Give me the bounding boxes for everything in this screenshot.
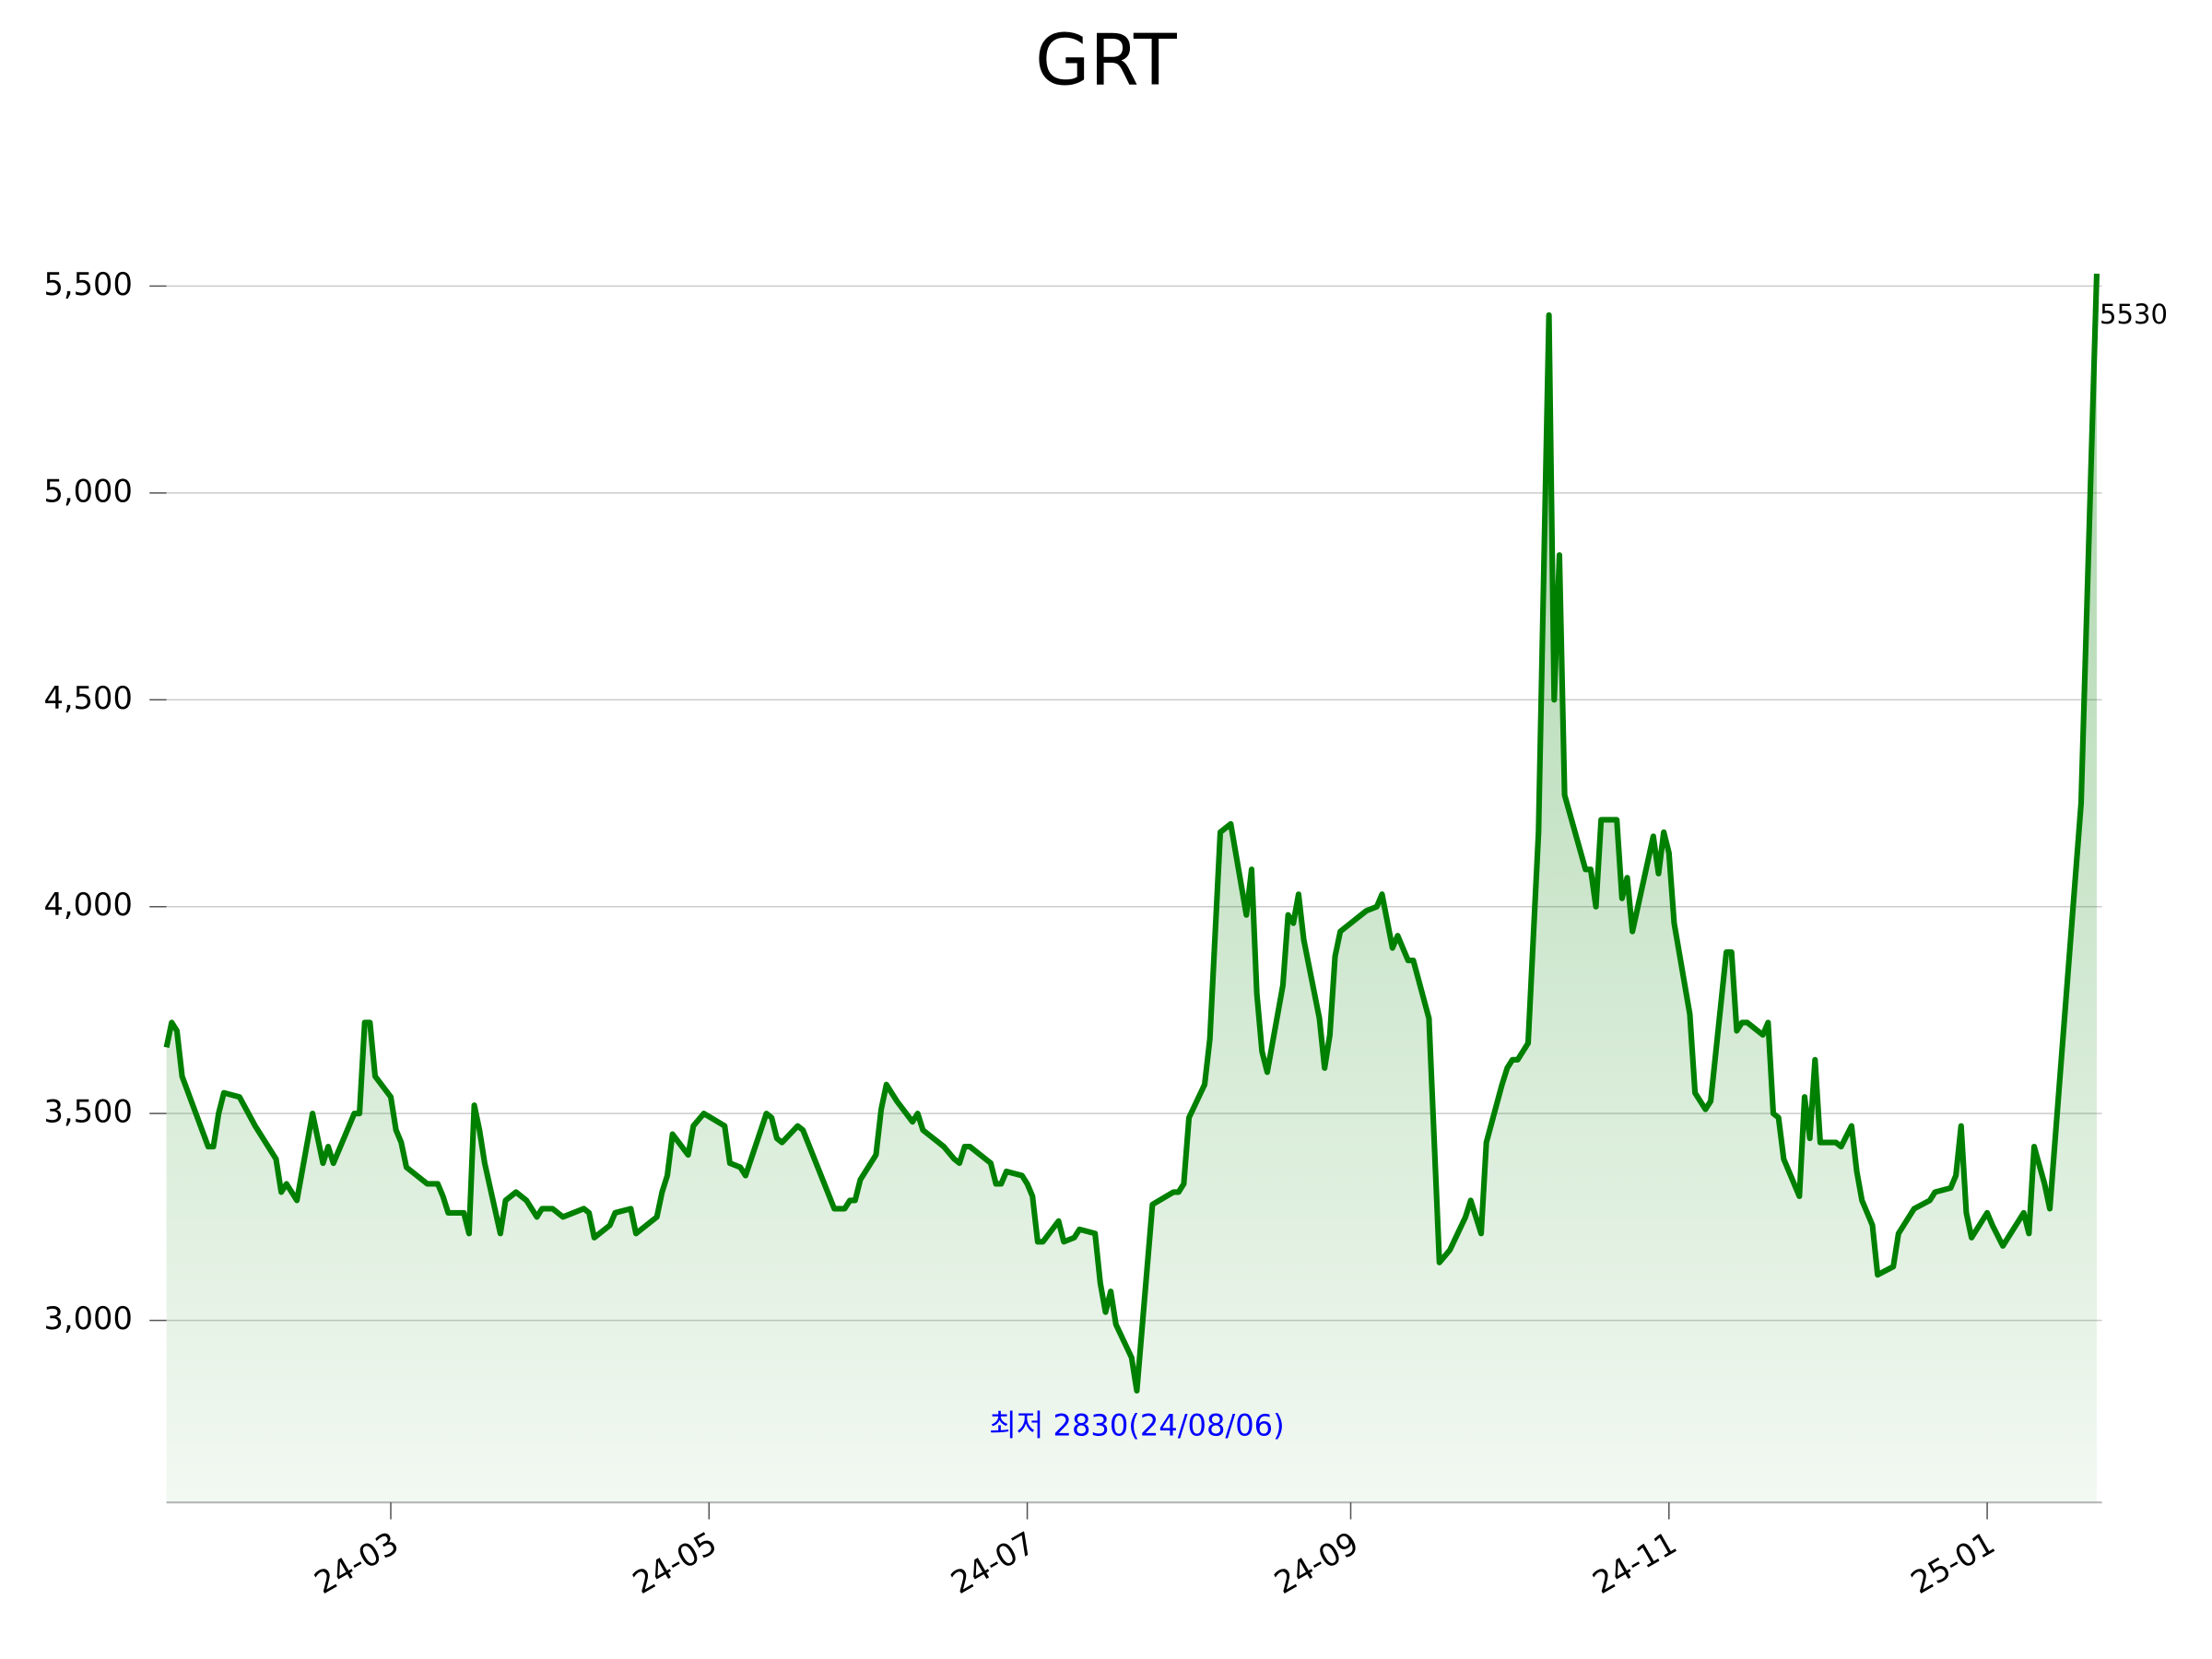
- chart-title: GRT: [1035, 19, 1177, 101]
- y-tick-label: 3,000: [44, 1300, 133, 1336]
- area: [166, 273, 2097, 1503]
- last-annotation: 5530: [2100, 299, 2168, 330]
- x-tick-label: 24-09: [1268, 1524, 1364, 1601]
- x-tick-label: 24-03: [309, 1524, 405, 1601]
- price-line: [163, 273, 2100, 1394]
- y-tick-label: 5,500: [44, 266, 133, 302]
- y-tick-label: 5,000: [44, 473, 133, 509]
- x-tick-label: 25-01: [1905, 1524, 2001, 1601]
- y-tick-label: 3,500: [44, 1094, 133, 1130]
- y-tick-label: 4,000: [44, 887, 133, 923]
- x-tick-label: 24-07: [945, 1524, 1041, 1601]
- x-tick-label: 24-11: [1586, 1524, 1682, 1601]
- low-annotation: 최저 2830(24/08/06): [989, 1408, 1284, 1443]
- y-tick-label: 4,500: [44, 680, 133, 716]
- x-tick-label: 24-05: [627, 1524, 723, 1601]
